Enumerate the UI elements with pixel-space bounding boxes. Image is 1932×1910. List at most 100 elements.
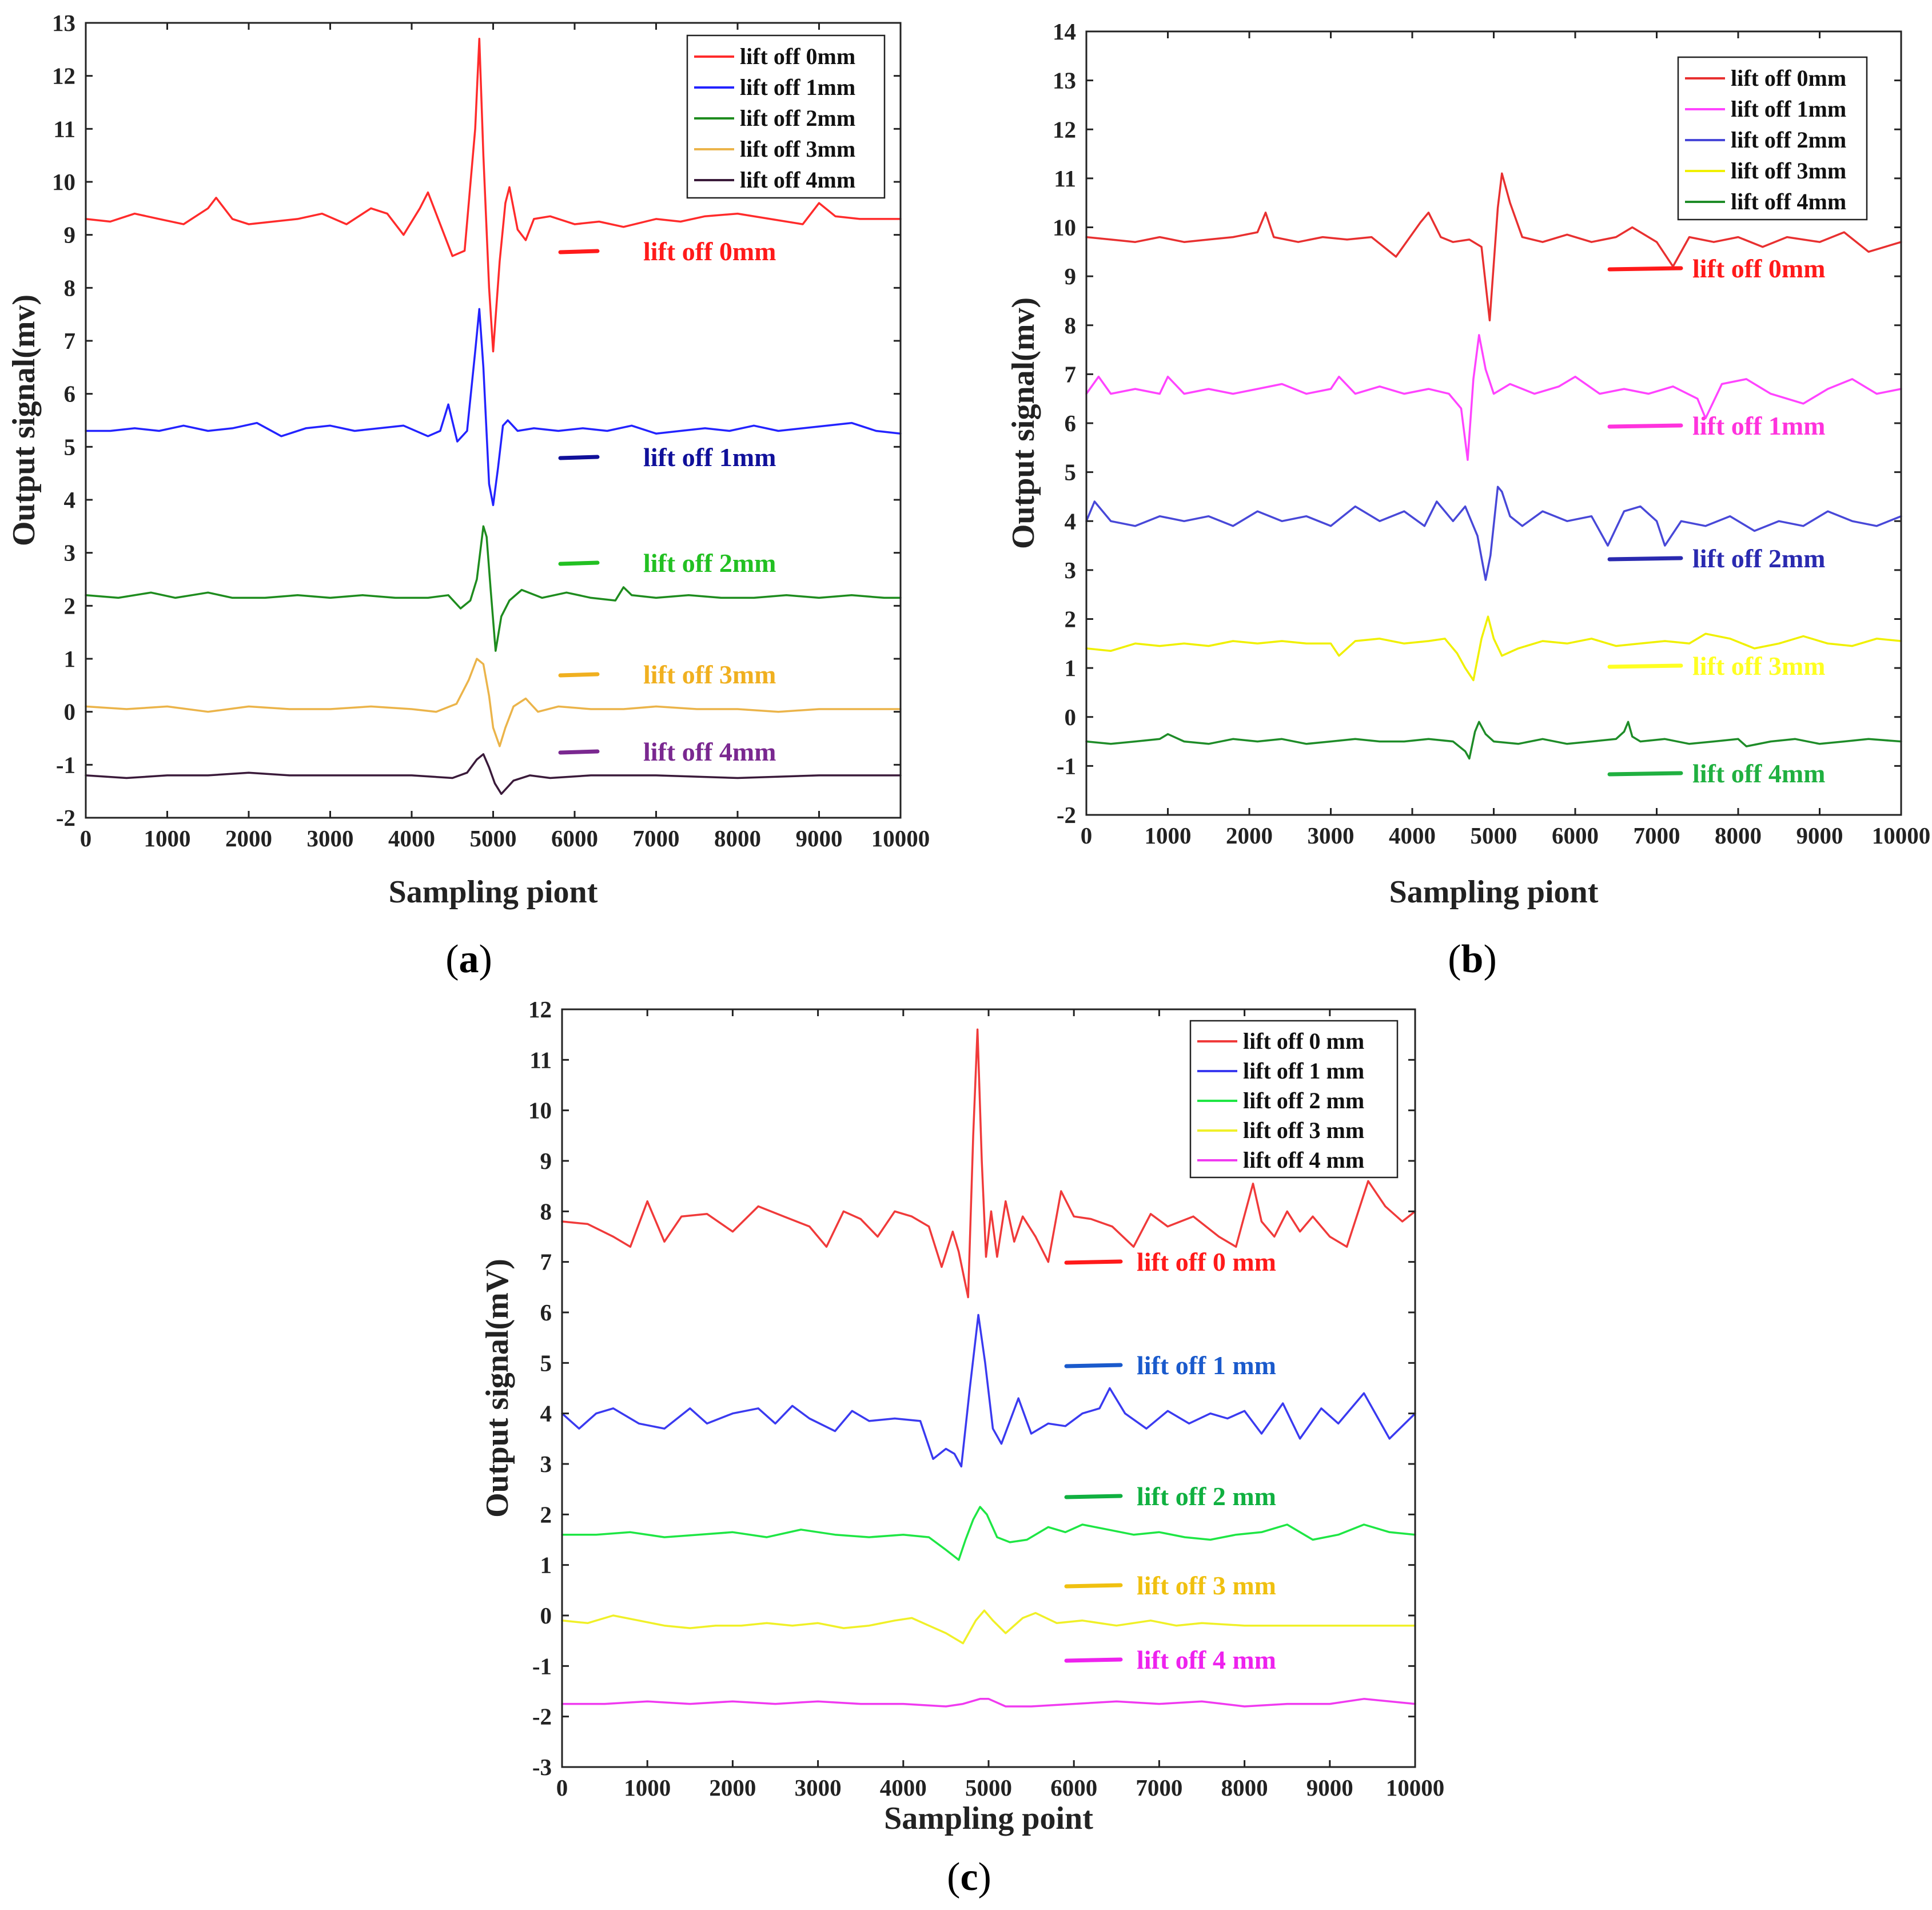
- panel-b-series-line-1: [1085, 334, 1902, 461]
- panel-b-y-axis-label: Output signal(mv): [1006, 297, 1041, 549]
- panel-c-annotation-line-2: [1064, 1494, 1123, 1499]
- panel-c-xtick-label: 7000: [1136, 1774, 1182, 1801]
- panel-c-xtick-label: 6000: [1050, 1774, 1097, 1801]
- panel-b-xtick-label: 2000: [1226, 822, 1273, 849]
- panel-b-legend-label-3: lift off 3mm: [1731, 158, 1846, 184]
- panel-c-ytick-label: -3: [532, 1754, 552, 1780]
- panel-a-xtick-label: 2000: [225, 825, 272, 851]
- panel-b-xtick-label: 8000: [1715, 822, 1762, 849]
- panel-b-annotation-line-0: [1607, 266, 1683, 272]
- panel-c-annotation-label-4: lift off 4 mm: [1137, 1645, 1276, 1674]
- panel-c-ytick-label: 11: [529, 1046, 552, 1073]
- panel-a-legend-box: [686, 34, 886, 199]
- panel-b-annotation-line-3: [1607, 663, 1683, 669]
- panel-c-xtick-label: 2000: [709, 1774, 756, 1801]
- panel-a-annotation-label-3: lift off 3mm: [643, 660, 776, 689]
- caption-c: (c): [947, 1855, 991, 1899]
- panel-c-series-line-2: [561, 1506, 1416, 1561]
- panel-b-annotation-label-3: lift off 3mm: [1692, 651, 1825, 681]
- panel-a-xtick-label: 10000: [871, 825, 930, 851]
- panel-a-legend-label-4: lift off 4mm: [740, 167, 855, 193]
- panel-b-series-line-4: [1085, 721, 1902, 760]
- panel-a-ytick-label: 13: [52, 10, 75, 36]
- panel-c-annotation-label-0: lift off 0 mm: [1137, 1247, 1276, 1276]
- panel-c-ytick-label: 0: [540, 1602, 552, 1629]
- panel-c-xtick-label: 5000: [965, 1774, 1012, 1801]
- panel-c-x-axis-label: Sampling point: [884, 1801, 1093, 1836]
- panel-a-xtick-label: 5000: [470, 825, 517, 851]
- panel-b-ytick-label: 2: [1065, 606, 1077, 632]
- panel-c-series-line-3: [561, 1609, 1416, 1645]
- panel-c-series-line-1: [561, 1314, 1416, 1468]
- panel-c-ytick-label: -2: [532, 1704, 552, 1730]
- panel-a-annotation-line-3: [558, 672, 600, 678]
- panel-c-xtick-label: 9000: [1306, 1774, 1353, 1801]
- panel-c-xtick-label: 1000: [624, 1774, 671, 1801]
- panel-a-xtick-label: 4000: [388, 825, 435, 851]
- panel-c-annotation-line-3: [1064, 1583, 1123, 1589]
- panel-a-xtick-label: 3000: [307, 825, 354, 851]
- panel-a-annotation-line-1: [558, 455, 600, 460]
- panel-a-ytick-label: 1: [64, 646, 76, 672]
- panel-a-annotation-label-1: lift off 1mm: [643, 443, 776, 472]
- panel-c-ytick-label: 6: [540, 1299, 552, 1326]
- panel-c-legend-label-3: lift off 3 mm: [1243, 1117, 1364, 1143]
- panel-a-ytick-label: 6: [64, 381, 76, 407]
- panel-b-ytick-label: 1: [1065, 655, 1077, 681]
- panel-a-ytick-label: 8: [64, 274, 76, 301]
- panel-a-xtick-label: 1000: [144, 825, 191, 851]
- panel-b-series-line-3: [1085, 615, 1902, 682]
- panel-b-xtick-label: 10000: [1872, 822, 1931, 849]
- panel-b-legend-box: [1677, 56, 1868, 221]
- panel-b-ytick-label: 0: [1065, 704, 1077, 730]
- panel-c-ytick-label: 5: [540, 1350, 552, 1376]
- panel-b-annotation-label-4: lift off 4mm: [1692, 759, 1825, 788]
- panel-b-ytick-label: -1: [1057, 753, 1076, 779]
- panel-b-ytick-label: 6: [1065, 410, 1077, 436]
- panel-b-ytick-label: 12: [1053, 116, 1076, 142]
- panel-a-annotation-label-4: lift off 4mm: [643, 737, 776, 766]
- panel-c-annotation-label-1: lift off 1 mm: [1137, 1351, 1276, 1380]
- panel-b-xtick-label: 9000: [1796, 822, 1843, 849]
- panel-b-annotation-label-2: lift off 2mm: [1692, 544, 1825, 573]
- caption-a-letter: a: [459, 937, 479, 981]
- panel-a-ytick-label: 10: [52, 169, 75, 195]
- panel-c-series-line-4: [561, 1698, 1416, 1708]
- panel-b-legend-label-0: lift off 0mm: [1731, 65, 1846, 91]
- panel-a-series-line-4: [85, 753, 902, 795]
- panel-b-legend-label-4: lift off 4mm: [1731, 189, 1846, 214]
- panel-a-ytick-label: 11: [53, 116, 75, 142]
- panel-a-annotation-line-2: [558, 560, 600, 566]
- panel-a-legend-label-2: lift off 2mm: [740, 105, 855, 131]
- panel-a-legend-label-0: lift off 0mm: [740, 43, 855, 69]
- panel-c-ytick-label: 9: [540, 1148, 552, 1174]
- panel-c-xtick-label: 3000: [795, 1774, 842, 1801]
- panel-c-xtick-label: 10000: [1386, 1774, 1445, 1801]
- panel-c-annotation-line-0: [1064, 1259, 1123, 1265]
- panel-a-ytick-label: -2: [56, 805, 75, 831]
- panel-c-series-line-0: [561, 1028, 1416, 1299]
- panel-c-chart: 0 1000 2000 3000 4000 5000 6000 7000 8000 9000 100…: [480, 996, 1444, 1836]
- panel-b-annotation-label-0: lift off 0mm: [1692, 254, 1825, 283]
- panel-a-annotation-line-0: [558, 249, 600, 254]
- panel-c-ytick-label: 3: [540, 1451, 552, 1477]
- panel-b-xtick-label: 0: [1081, 822, 1093, 849]
- panel-b-xtick-label: 5000: [1471, 822, 1517, 849]
- panel-b-chart: 0 1000 2000 3000 4000 5000 6000 7000 8000 9000 100…: [1006, 18, 1930, 910]
- panel-a-xtick-label: 8000: [714, 825, 761, 851]
- panel-c-legend-label-0: lift off 0 mm: [1243, 1028, 1364, 1054]
- panel-a-ytick-label: 9: [64, 222, 76, 248]
- panel-a-legend-label-1: lift off 1mm: [740, 74, 855, 100]
- panel-a-chart: 0 1000 2000 3000 4000 5000 6000 7000 8000 9000 100…: [6, 10, 930, 910]
- panel-c-ytick-label: 2: [540, 1501, 552, 1527]
- panel-b-ytick-label: 9: [1065, 263, 1077, 289]
- panel-b-xtick-label: 3000: [1308, 822, 1355, 849]
- panel-b-ytick-label: 5: [1065, 459, 1077, 486]
- panel-c-xtick-label: 8000: [1221, 1774, 1268, 1801]
- panel-a-ytick-label: 12: [52, 63, 75, 89]
- panel-b-ytick-label: -2: [1057, 802, 1076, 828]
- panel-c-ytick-label: 7: [540, 1249, 552, 1275]
- panel-b-legend-label-2: lift off 2mm: [1731, 127, 1846, 153]
